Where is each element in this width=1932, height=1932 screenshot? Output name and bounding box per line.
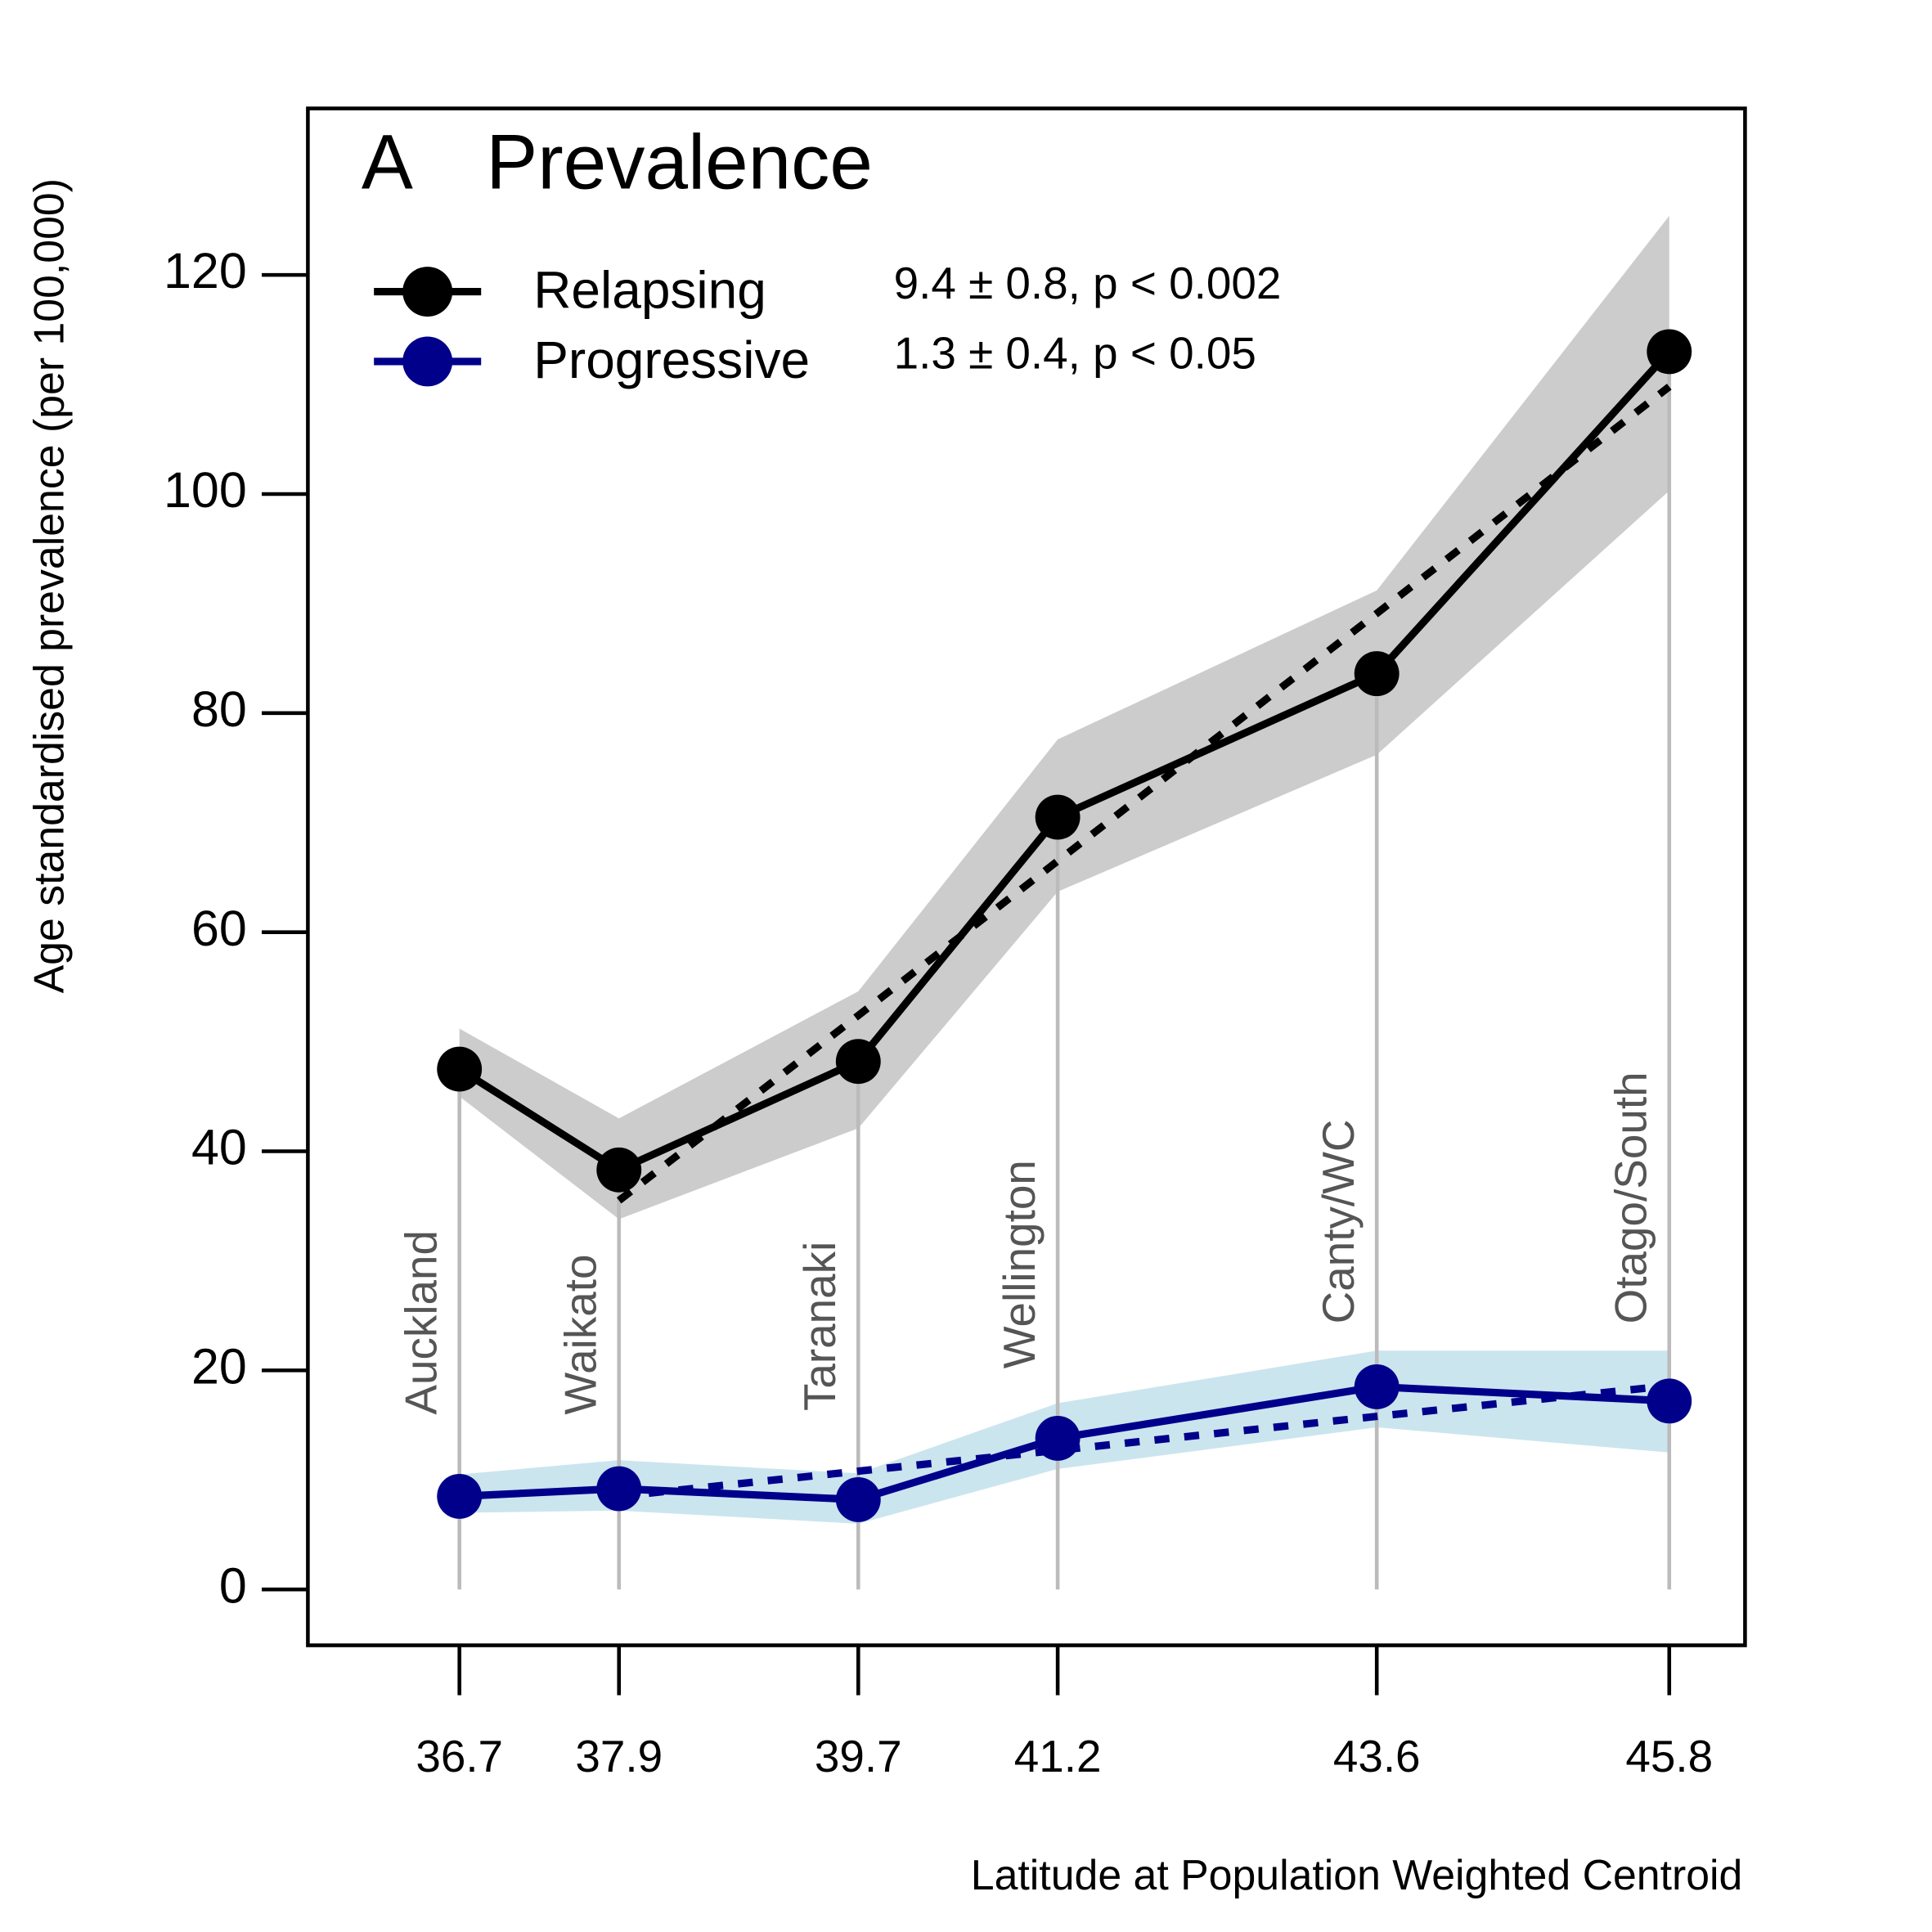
point [596, 1147, 642, 1193]
point [437, 1046, 483, 1092]
point [835, 1039, 881, 1085]
legend-marker [402, 336, 453, 387]
point [596, 1466, 642, 1512]
point [1354, 651, 1400, 697]
x-axis-title: Latitude at Population Weighted Centroid [971, 1851, 1743, 1898]
x-tick-label: 36.7 [416, 1731, 503, 1781]
y-tick-label: 80 [191, 681, 247, 737]
point [1647, 329, 1692, 375]
panel-label: A [362, 119, 413, 206]
x-tick-label: 37.9 [575, 1731, 663, 1781]
region-label: Otago/South [1606, 1072, 1656, 1323]
y-tick-label: 100 [164, 462, 247, 518]
plot: Auckland Waikato Taranaki Wellington Canty/W… [396, 329, 1692, 1590]
series-line [459, 1382, 1669, 1504]
legend-marker [402, 267, 453, 317]
point [1035, 1415, 1081, 1461]
fit-line [616, 384, 1672, 1204]
confidence-band [459, 215, 1669, 1220]
x-tick-label: 43.6 [1333, 1731, 1421, 1781]
legend-label: Progressive [533, 330, 810, 389]
fit-line [618, 1382, 1670, 1500]
chart-title: Prevalence [486, 119, 873, 206]
region-label: Auckland [396, 1230, 447, 1415]
region-label: Wellington [994, 1160, 1045, 1368]
point [1647, 1378, 1692, 1424]
y-tick-label: 40 [191, 1120, 247, 1175]
point [1035, 794, 1081, 840]
region-label: Taranaki [794, 1242, 845, 1411]
region-label: Waikato [555, 1255, 606, 1415]
y-tick-label: 20 [191, 1338, 247, 1394]
y-tick-label: 0 [219, 1557, 247, 1613]
point [437, 1473, 483, 1519]
region-label: Canty/WC [1313, 1119, 1364, 1323]
y-tick-label: 60 [191, 901, 247, 956]
legend-stat: 9.4 ± 0.8, p < 0.002 [894, 258, 1282, 308]
plot-frame [306, 106, 1747, 1647]
y-tick-label: 120 [164, 243, 247, 299]
legend-stat: 1.3 ± 0.4, p < 0.05 [894, 327, 1256, 378]
bands [459, 215, 1669, 1524]
legend-label: Relapsing [533, 261, 766, 320]
series-line [457, 348, 1673, 1175]
point [1354, 1364, 1400, 1409]
x-tick-label: 41.2 [1014, 1731, 1102, 1781]
point [835, 1476, 881, 1522]
y-axis-title: Age standardised prevalence (per 100,000… [25, 178, 73, 993]
x-tick-label: 45.8 [1625, 1731, 1713, 1781]
x-tick-label: 39.7 [815, 1731, 902, 1781]
